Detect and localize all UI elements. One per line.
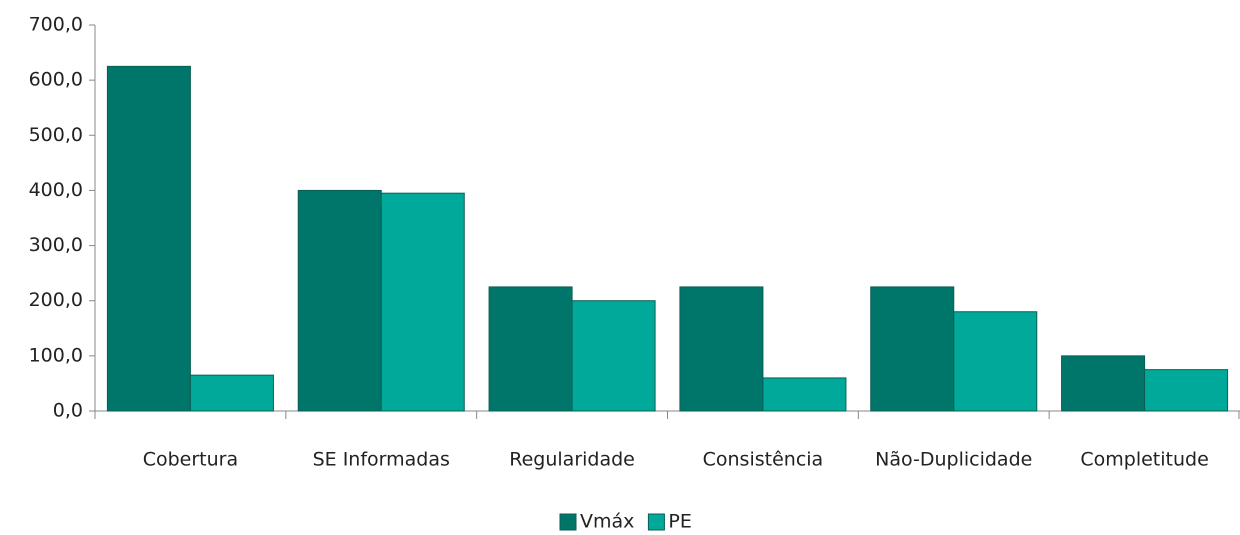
y-tick-label: 400,0 bbox=[29, 179, 83, 201]
bar bbox=[380, 192, 465, 412]
x-tick-label: Regularidade bbox=[509, 449, 635, 471]
y-tick-label: 0,0 bbox=[53, 400, 83, 422]
x-tick-label: SE Informadas bbox=[313, 449, 450, 471]
bar bbox=[1144, 369, 1229, 412]
y-tick-label: 700,0 bbox=[29, 14, 83, 36]
bar bbox=[488, 286, 573, 412]
bar bbox=[953, 311, 1038, 412]
y-tick-label: 600,0 bbox=[29, 69, 83, 91]
legend-swatch bbox=[559, 513, 577, 531]
x-tick-label: Cobertura bbox=[143, 449, 238, 471]
y-tick-label: 200,0 bbox=[29, 289, 83, 311]
bar bbox=[870, 286, 955, 412]
bar bbox=[571, 300, 656, 412]
legend-label: Vmáx bbox=[580, 511, 634, 533]
bar bbox=[762, 377, 847, 412]
x-tick-label: Não-Duplicidade bbox=[875, 449, 1032, 471]
bar bbox=[297, 189, 382, 412]
y-tick-label: 500,0 bbox=[29, 124, 83, 146]
legend-swatch bbox=[647, 513, 665, 531]
bar bbox=[679, 286, 764, 412]
y-tick-label: 300,0 bbox=[29, 234, 83, 256]
legend-label: PE bbox=[668, 511, 691, 533]
bar bbox=[106, 65, 191, 412]
bar bbox=[1061, 355, 1146, 412]
x-tick-label: Completitude bbox=[1080, 449, 1208, 471]
bar bbox=[189, 374, 274, 412]
x-tick-label: Consistência bbox=[703, 449, 824, 471]
y-tick-label: 100,0 bbox=[29, 344, 83, 366]
